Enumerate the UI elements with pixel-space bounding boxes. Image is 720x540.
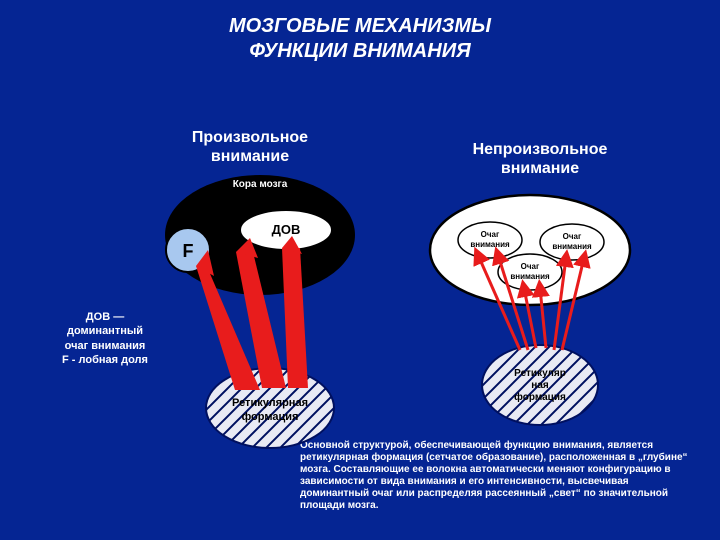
focus2-l1: Очаг [563,232,582,241]
label-cortex: Кора мозга [233,179,288,190]
focus2-l2: внимания [552,242,592,251]
label-reticular-left-l1: Ретикулярная [232,397,308,409]
focus3-l1: Очаг [521,262,540,271]
label-f: F [183,241,194,261]
focus3-l2: внимания [510,272,550,281]
focus1-l2: внимания [470,240,510,249]
label-reticular-right-l1: Ретикуляр [514,368,566,379]
focus1-l1: Очаг [481,230,500,239]
label-reticular-right-l2: ная [531,380,549,391]
diagram-svg: Кора мозга ДОВ F Ретикулярная формация О… [0,0,720,540]
label-dov: ДОВ [272,222,301,237]
label-reticular-right-l3: формация [514,391,566,403]
label-reticular-left-l2: формация [242,411,299,423]
